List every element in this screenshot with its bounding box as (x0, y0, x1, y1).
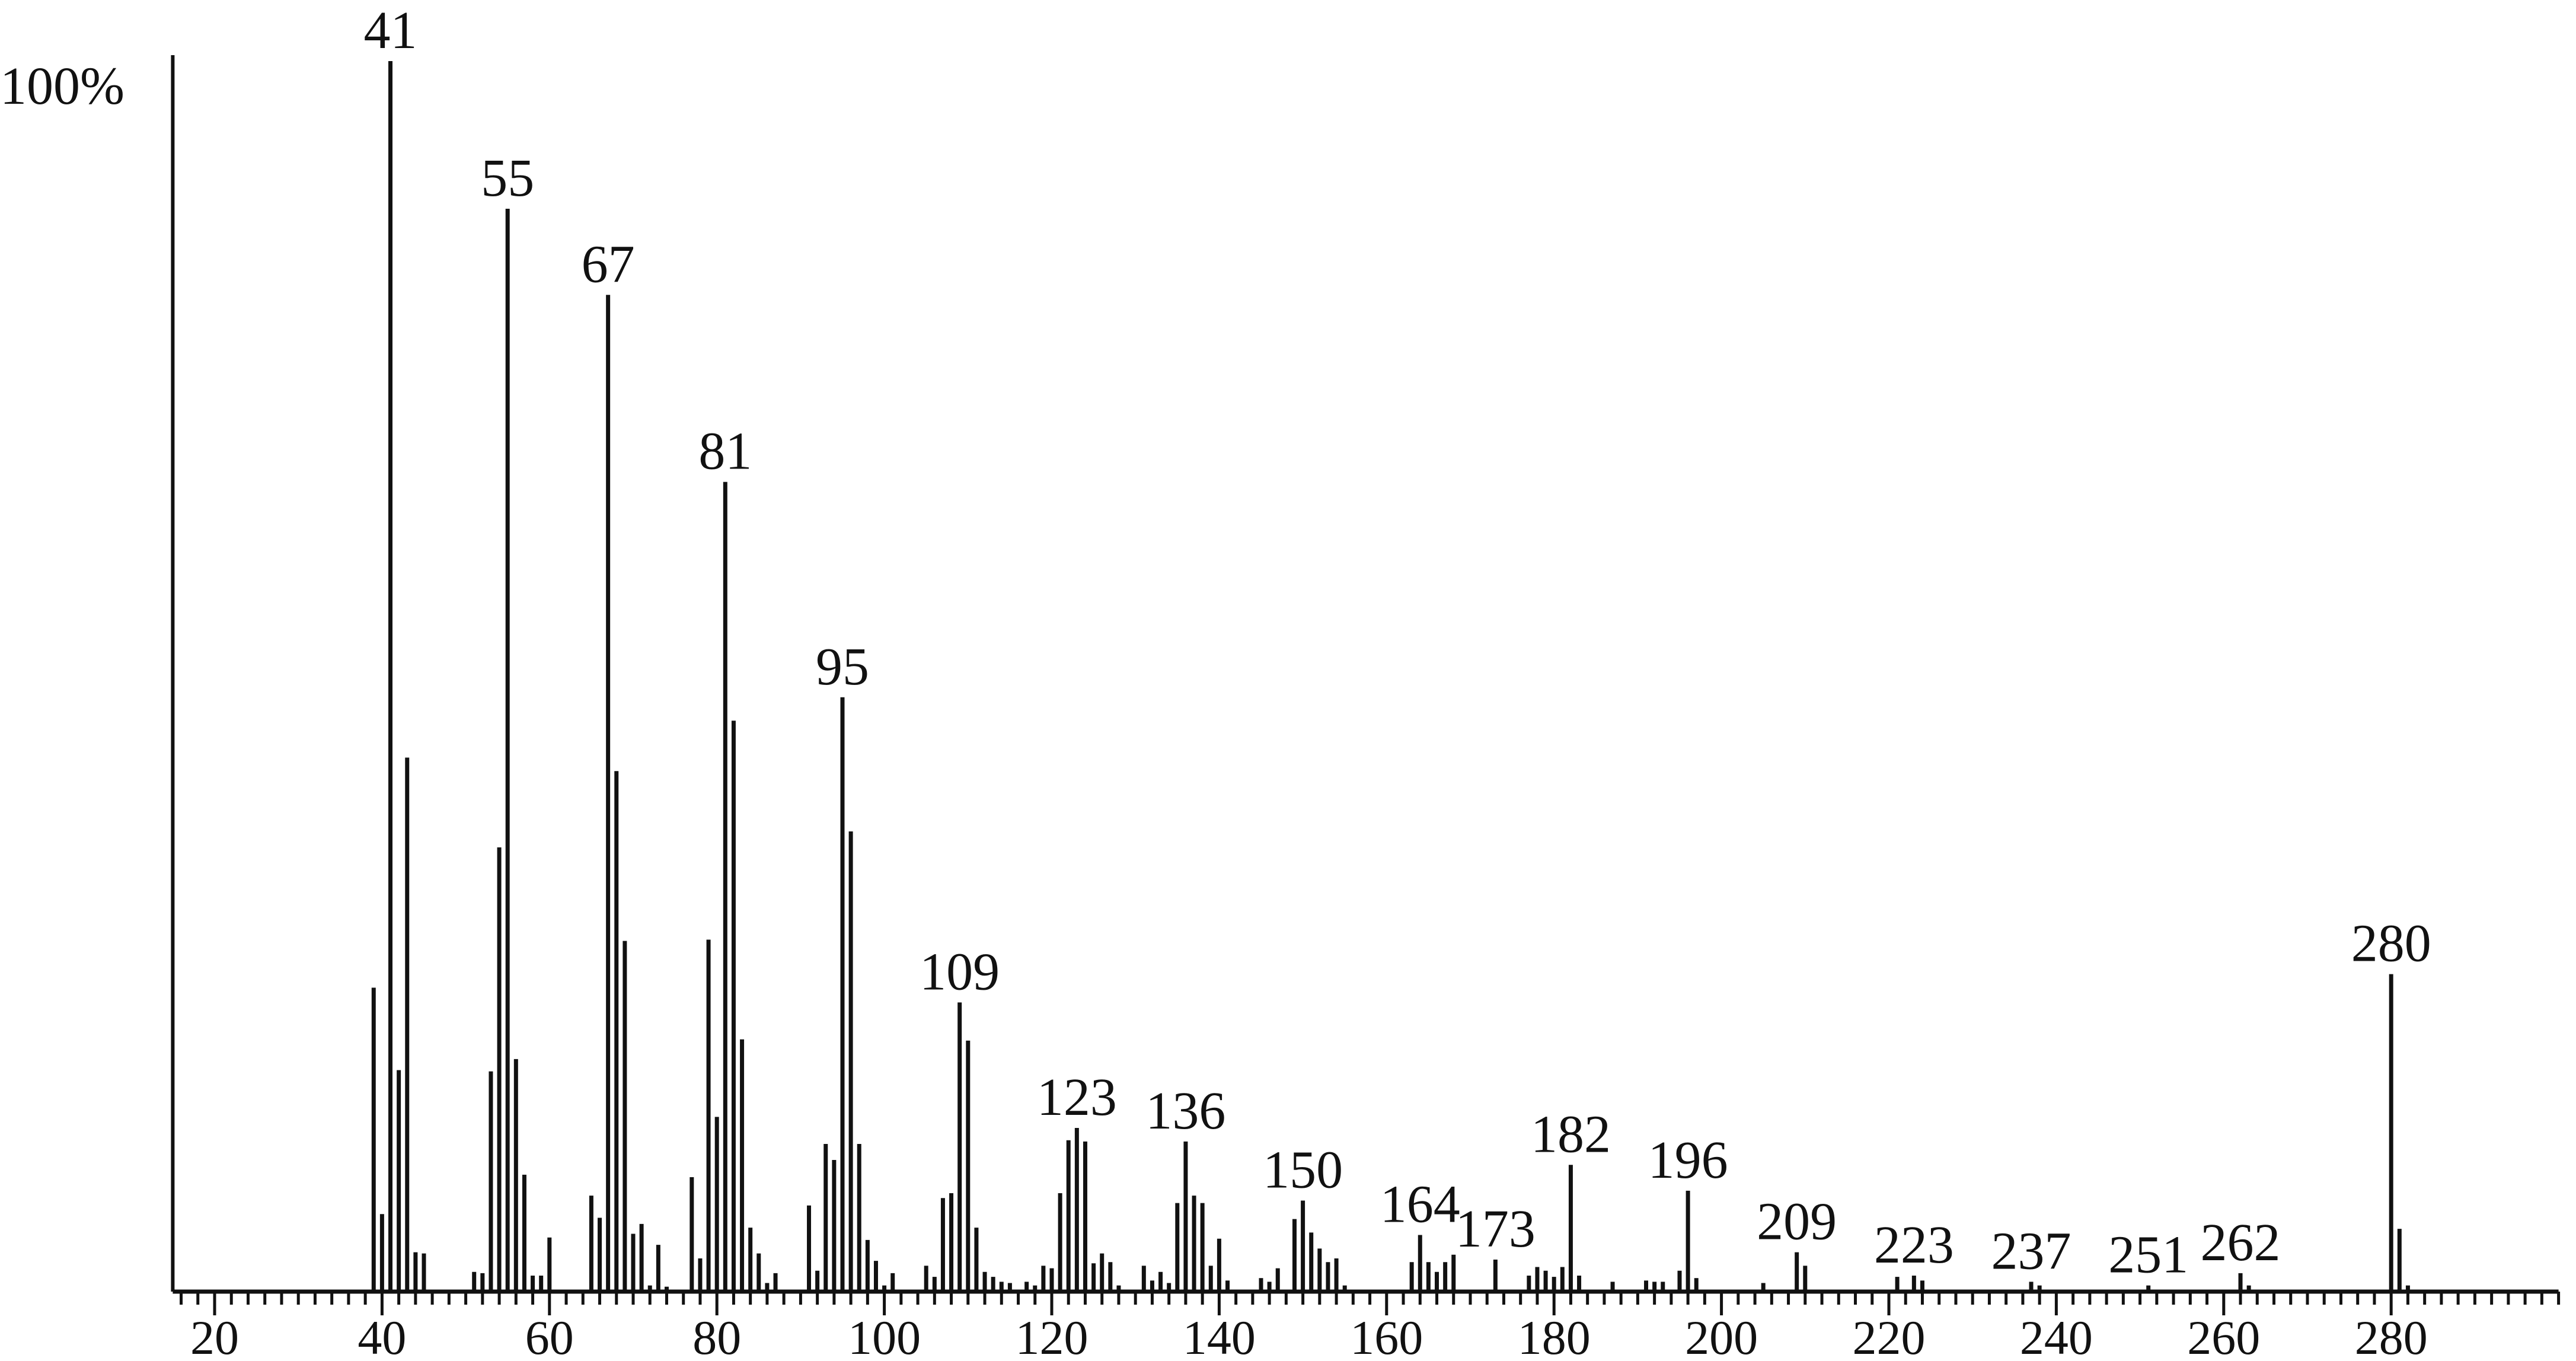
peak-label: 173 (1455, 1200, 1536, 1258)
x-tick-label: 140 (1183, 1311, 1256, 1361)
x-tick-label: 60 (525, 1311, 574, 1361)
peak-label: 41 (364, 1, 417, 60)
peaks (371, 61, 2410, 1292)
y-top-label: 100% (0, 57, 125, 116)
peak-label: 251 (2108, 1226, 2188, 1284)
peak-label: 95 (816, 638, 869, 696)
peak-label: 209 (1757, 1193, 1837, 1251)
peak-label: 223 (1874, 1216, 1954, 1274)
peak-label: 150 (1263, 1140, 1343, 1199)
peak-label: 280 (2351, 914, 2431, 973)
peak-label: 262 (2201, 1213, 2281, 1272)
x-tick-label: 240 (2020, 1311, 2093, 1361)
x-tick-label: 180 (1518, 1311, 1591, 1361)
x-tick-label: 200 (1685, 1311, 1758, 1361)
peak-label: 196 (1648, 1131, 1728, 1190)
peak-label: 182 (1531, 1105, 1611, 1164)
x-tick-label: 80 (692, 1311, 741, 1361)
x-tick-label: 260 (2187, 1311, 2260, 1361)
x-tick-label: 280 (2355, 1311, 2428, 1361)
x-tick-label: 40 (357, 1311, 406, 1361)
peak-label: 237 (1991, 1222, 2071, 1280)
peak-label: 55 (481, 149, 534, 208)
x-tick-label: 20 (190, 1311, 239, 1361)
axes (171, 55, 2559, 1294)
peak-label: 123 (1037, 1068, 1117, 1127)
peak-label: 67 (582, 235, 635, 294)
peak-label: 136 (1145, 1082, 1225, 1140)
x-tick-label: 160 (1350, 1311, 1423, 1361)
x-tick-label: 100 (848, 1311, 921, 1361)
x-ticks: 20 40 60 80 100 120 140 160 180 200 220 240 260 280 (180, 1292, 2561, 1361)
x-tick-label: 120 (1016, 1311, 1089, 1361)
peak-label: 164 (1380, 1175, 1460, 1234)
peak-label: 81 (698, 422, 752, 481)
peak-label: 109 (920, 942, 1000, 1001)
x-tick-label: 220 (1853, 1311, 1926, 1361)
